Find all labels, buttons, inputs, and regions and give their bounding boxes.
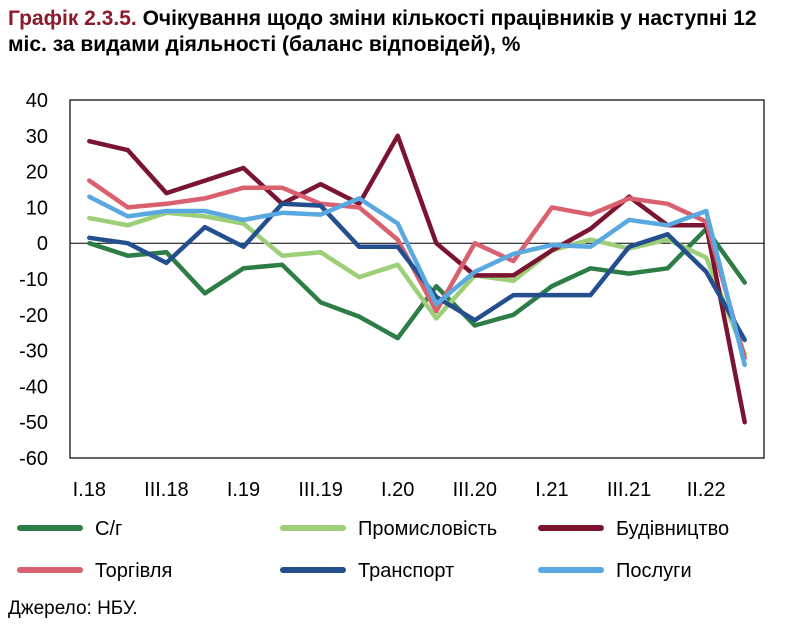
y-tick-label: -30 [19, 341, 48, 363]
plot-frame-group [69, 99, 765, 459]
y-tick-label: -20 [19, 305, 48, 327]
y-tick-label: -40 [19, 376, 48, 398]
x-tick-label: III.19 [298, 479, 342, 501]
chart-title: Графік 2.3.5. Очікування щодо зміни кіль… [8, 6, 788, 58]
x-tick-label: III.18 [144, 479, 188, 501]
x-tick-label: I.20 [381, 479, 414, 501]
plot-frame [69, 99, 765, 459]
figure-number: Графік 2.3.5. [8, 7, 137, 30]
legend: С/г Промисловість Будівництво Торгівля Транс… [17, 518, 729, 582]
figure-title: Очікування щодо зміни кількості працівни… [8, 7, 757, 56]
series-line-5 [87, 201, 747, 343]
legend-label: Послуги [616, 560, 692, 582]
y-tick-label: -10 [19, 269, 48, 291]
y-tick-label: 30 [26, 126, 48, 148]
legend-label: Промисловість [358, 518, 497, 540]
series-lines [87, 133, 747, 425]
y-tick-label: 20 [26, 162, 48, 184]
y-tick-label: 10 [26, 197, 48, 219]
x-tick-label: I.18 [73, 479, 106, 501]
y-axis: 40 30 20 10 0 -10 -20 -30 -40 -50 -60 [19, 90, 764, 470]
series-line-1 [87, 226, 747, 341]
source-note: Джерело: НБУ. [8, 598, 138, 619]
y-tick-label: 40 [26, 90, 48, 112]
y-tick-label: -60 [19, 448, 48, 470]
series-line-2 [87, 210, 747, 357]
y-tick-label: 0 [37, 233, 48, 255]
legend-label: Торгівля [95, 560, 172, 582]
legend-label: Будівництво [616, 518, 729, 540]
x-tick-label: II.22 [687, 479, 726, 501]
x-tick-label: III.21 [607, 479, 651, 501]
legend-label: Транспорт [358, 560, 454, 582]
y-tick-label: -50 [19, 412, 48, 434]
legend-label: С/г [95, 518, 122, 540]
series-line-6 [87, 194, 747, 368]
x-tick-label: III.20 [453, 479, 497, 501]
x-tick-label: I.19 [227, 479, 260, 501]
x-axis: I.18 III.18 I.19 III.19 I.20 III.20 I.21 III.21… [73, 479, 726, 501]
x-tick-label: I.21 [535, 479, 568, 501]
